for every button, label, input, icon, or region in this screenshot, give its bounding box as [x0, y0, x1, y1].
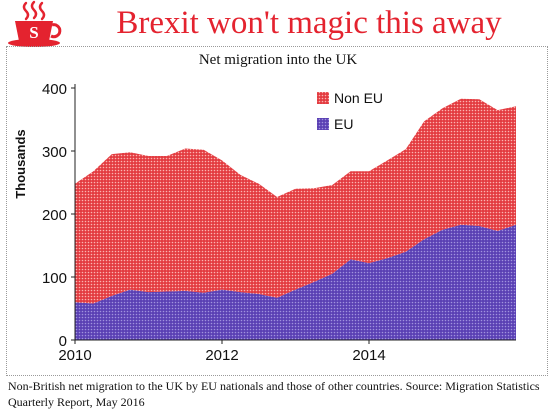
legend-swatch-eu	[317, 118, 329, 130]
legend-label-eu: EU	[334, 116, 353, 132]
chart-title: Net migration into the UK	[199, 52, 357, 68]
y-tick-label: 300	[42, 144, 67, 161]
area-eu	[75, 224, 516, 340]
x-tick-label: 2010	[58, 347, 91, 364]
series-areas	[75, 98, 516, 340]
tick-labels: 0 100 200 300 400 2010 2012 2014	[42, 81, 386, 364]
chart: Net migration into the UK Thousands 0 100…	[13, 52, 516, 364]
area-non-eu	[75, 98, 516, 304]
chart-frame	[6, 46, 548, 376]
legend-label-non-eu: Non EU	[334, 90, 383, 106]
x-tick-label: 2014	[352, 347, 385, 364]
y-tick-label: 100	[42, 270, 67, 287]
y-tick-label: 400	[42, 81, 67, 98]
axes	[71, 84, 516, 344]
legend: Non EU EU	[317, 90, 383, 132]
headline: Brexit won't magic this away	[116, 5, 502, 41]
y-tick-label: 0	[59, 333, 67, 350]
source-note: Non-British net migration to the UK by E…	[8, 379, 540, 409]
steaming-cup-icon: S	[8, 0, 62, 47]
y-tick-label: 200	[42, 207, 67, 224]
logo-letter: S	[29, 23, 38, 42]
y-axis-label: Thousands	[13, 129, 28, 198]
x-tick-label: 2012	[205, 347, 238, 364]
legend-swatch-non-eu	[317, 92, 329, 104]
